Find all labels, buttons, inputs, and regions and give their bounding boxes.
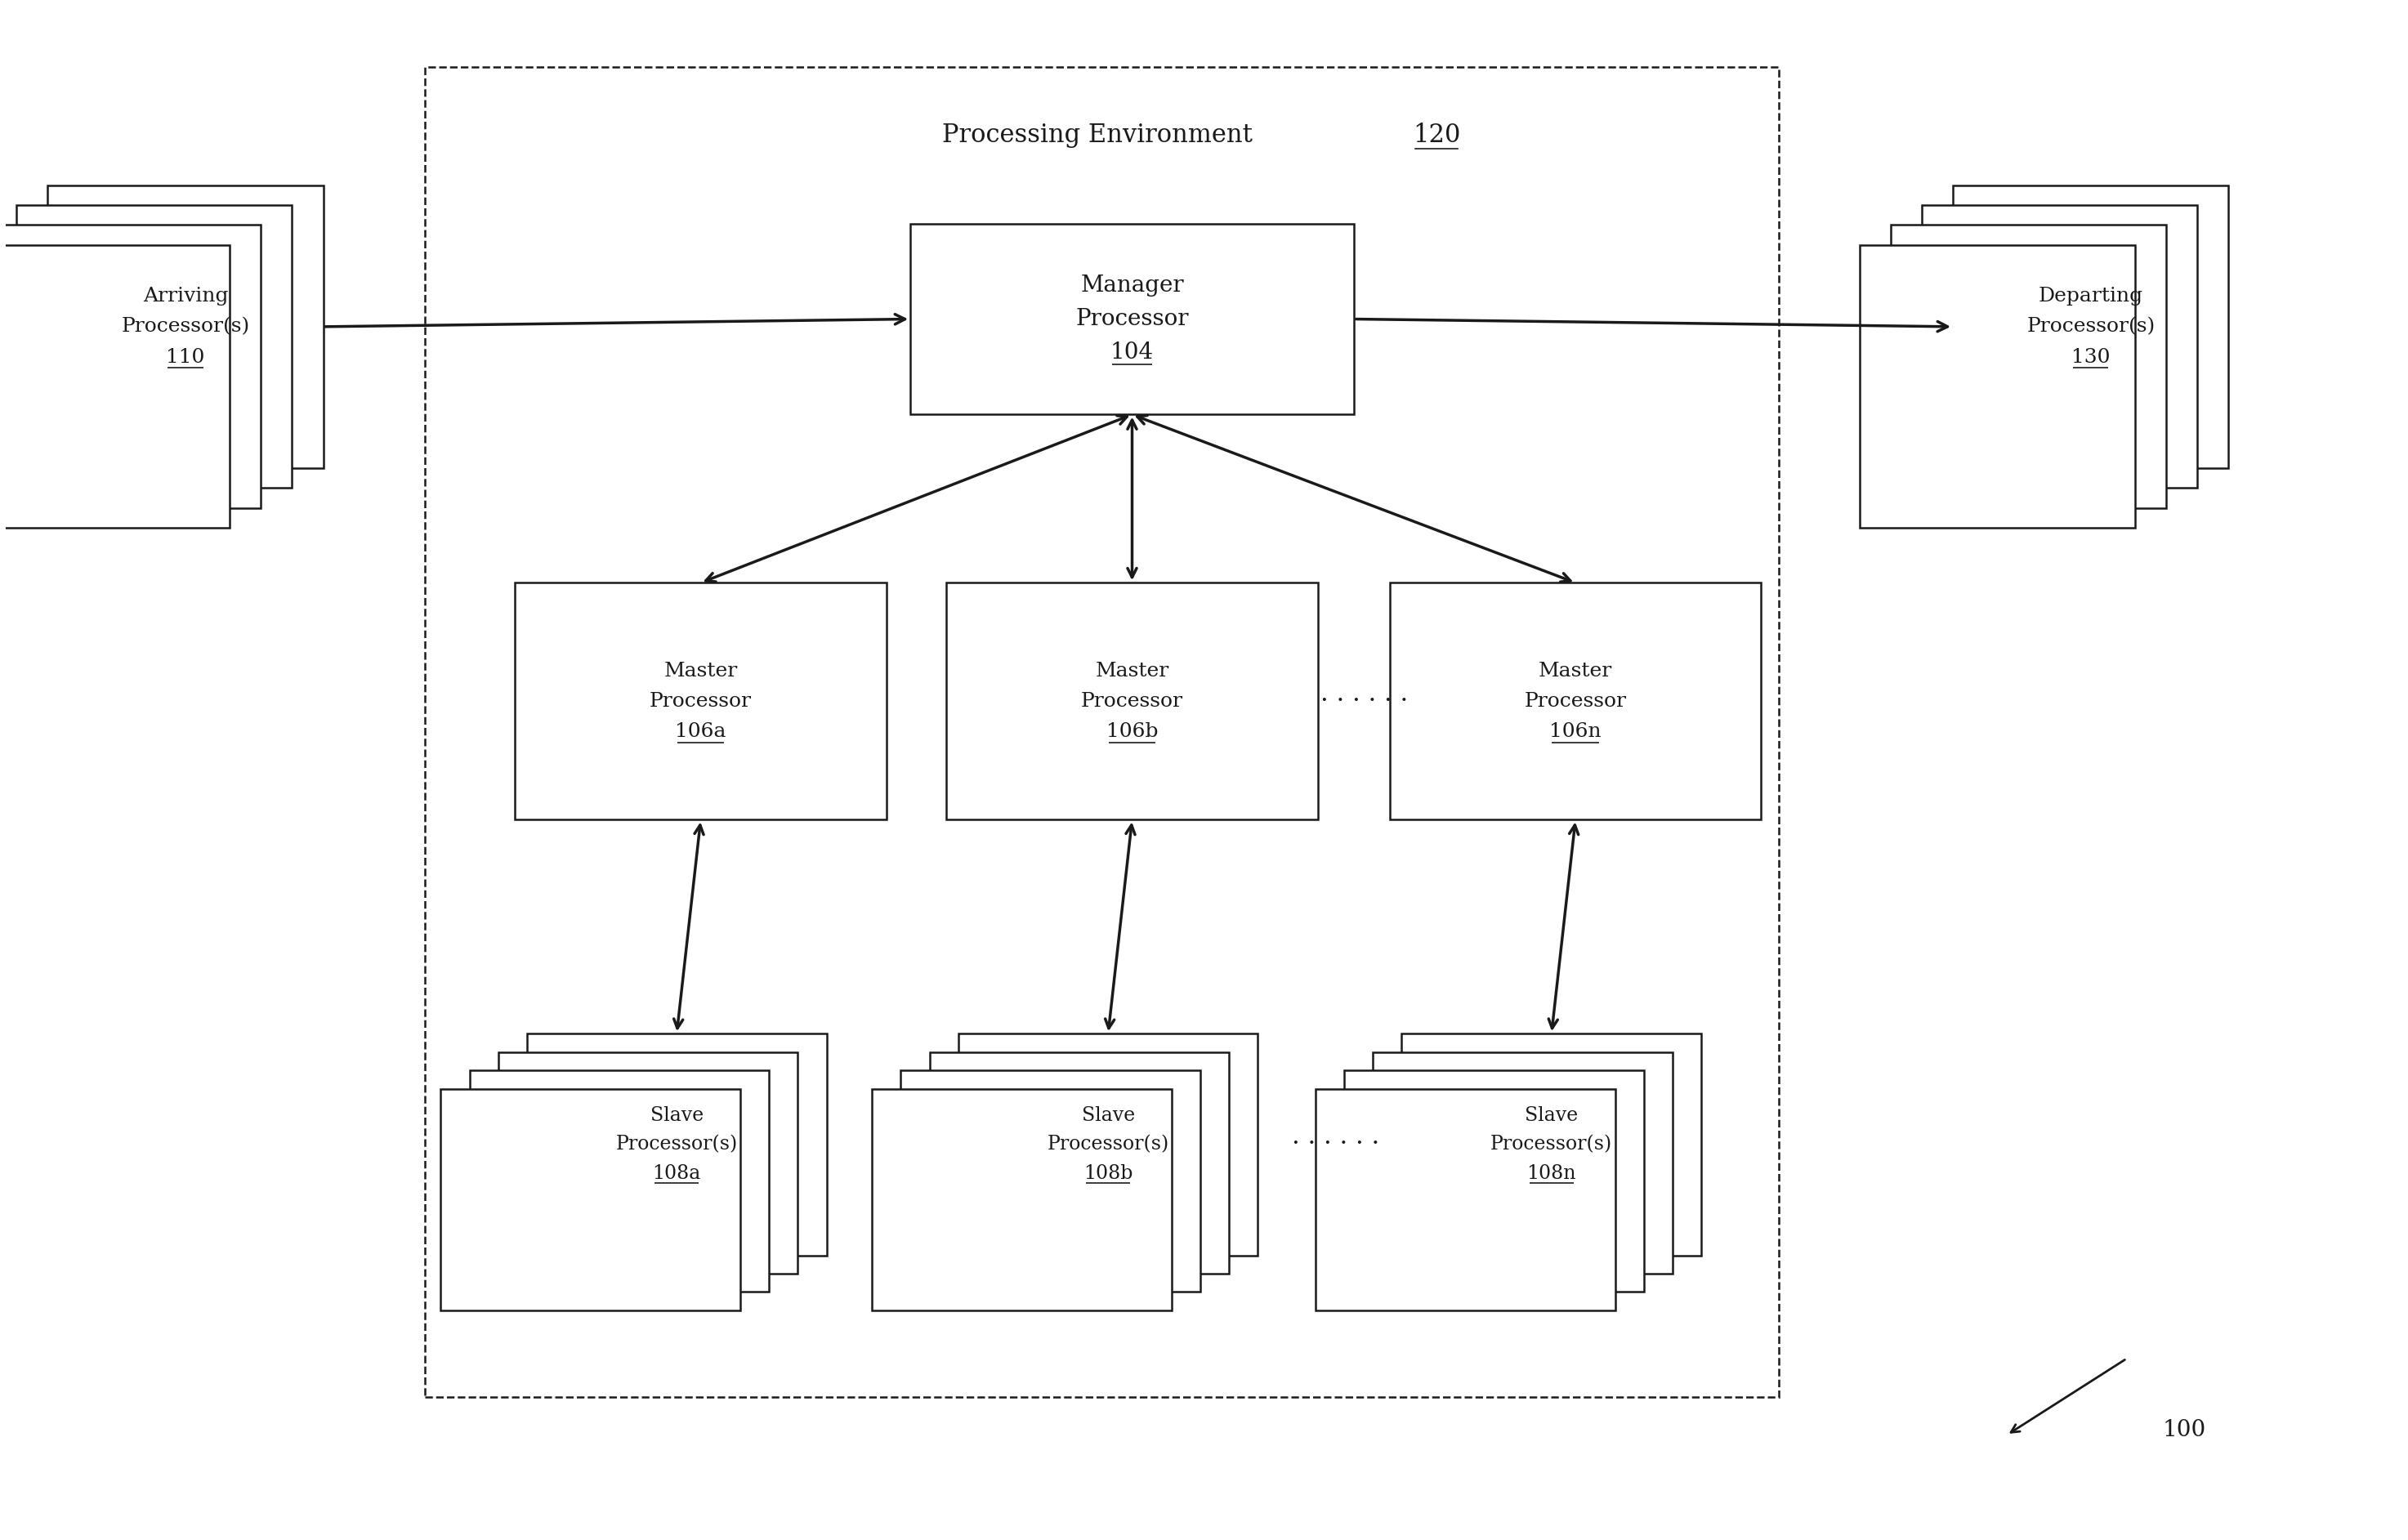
Text: Manager: Manager <box>1081 274 1185 296</box>
Bar <box>946 582 1317 819</box>
Bar <box>0 245 229 528</box>
Text: · · · · · ·: · · · · · · <box>1320 688 1409 715</box>
Text: Slave: Slave <box>1081 1106 1134 1126</box>
Bar <box>426 66 1780 1397</box>
Bar <box>48 185 323 468</box>
Text: 120: 120 <box>1413 123 1459 148</box>
Text: Departing: Departing <box>2040 286 2143 305</box>
Text: Processor(s): Processor(s) <box>1491 1135 1613 1153</box>
Bar <box>1859 245 2136 528</box>
Bar <box>0 225 260 508</box>
Bar <box>1890 225 2167 508</box>
Bar <box>1344 1070 1645 1292</box>
Text: 104: 104 <box>1110 342 1153 363</box>
Text: Processor: Processor <box>1524 691 1625 710</box>
Bar <box>527 1033 826 1255</box>
Text: Master: Master <box>665 661 737 681</box>
Text: Processor: Processor <box>1076 308 1190 330</box>
Text: Processor(s): Processor(s) <box>616 1135 737 1153</box>
Bar <box>1953 185 2227 468</box>
Text: 106b: 106b <box>1105 722 1158 741</box>
Bar <box>929 1052 1228 1274</box>
Bar <box>901 1070 1202 1292</box>
Text: Processor: Processor <box>650 691 751 710</box>
Text: Arriving: Arriving <box>142 286 229 305</box>
Text: Processor: Processor <box>1081 691 1182 710</box>
Bar <box>1389 582 1760 819</box>
Text: Processor(s): Processor(s) <box>1047 1135 1170 1153</box>
Bar <box>17 205 291 488</box>
Bar <box>910 223 1353 414</box>
Text: 106a: 106a <box>674 722 727 741</box>
Bar <box>1401 1033 1702 1255</box>
Text: Slave: Slave <box>650 1106 703 1126</box>
Text: Master: Master <box>1539 661 1613 681</box>
Bar <box>515 582 886 819</box>
Text: 108a: 108a <box>653 1164 701 1183</box>
Text: Processing Environment: Processing Environment <box>942 123 1259 148</box>
Bar <box>498 1052 797 1274</box>
Text: 100: 100 <box>2162 1420 2206 1441</box>
Text: Master: Master <box>1096 661 1168 681</box>
Text: 108b: 108b <box>1084 1164 1132 1183</box>
Bar <box>441 1089 739 1311</box>
Text: 108n: 108n <box>1527 1164 1577 1183</box>
Text: · · · · · ·: · · · · · · <box>1293 1132 1380 1157</box>
Text: 106n: 106n <box>1548 722 1601 741</box>
Text: 130: 130 <box>2071 348 2109 367</box>
Bar <box>1922 205 2199 488</box>
Bar <box>958 1033 1257 1255</box>
Bar <box>872 1089 1173 1311</box>
Text: Processor(s): Processor(s) <box>120 317 250 336</box>
Text: Slave: Slave <box>1524 1106 1577 1126</box>
Text: 110: 110 <box>166 348 205 367</box>
Bar <box>1315 1089 1616 1311</box>
Bar <box>1373 1052 1674 1274</box>
Bar <box>470 1070 768 1292</box>
Text: Processor(s): Processor(s) <box>2028 317 2155 336</box>
